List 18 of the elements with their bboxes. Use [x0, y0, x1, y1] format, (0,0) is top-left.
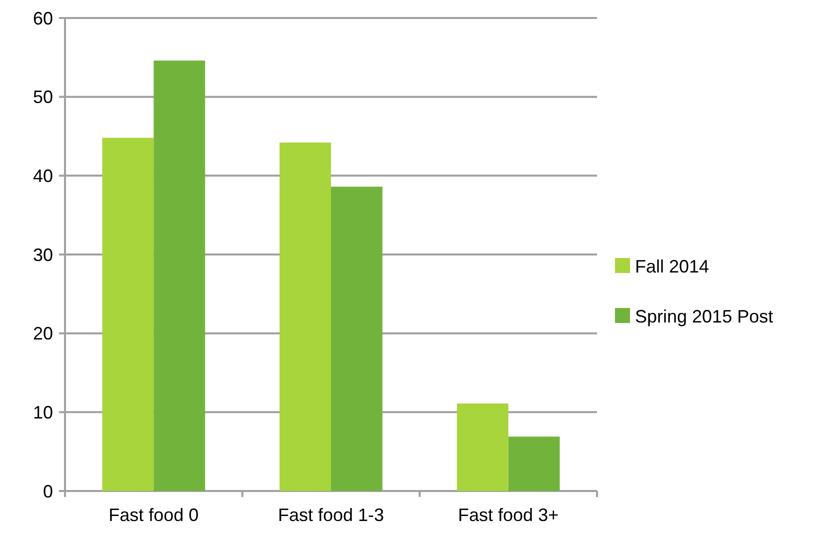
legend-label: Fall 2014 [635, 256, 710, 276]
y-tick-label: 40 [32, 166, 53, 186]
x-tick-label: Fast food 0 [108, 505, 199, 525]
y-tick-label: 60 [32, 8, 53, 28]
y-tick-label: 30 [32, 244, 53, 265]
bar [102, 138, 154, 491]
y-tick-label: 20 [32, 324, 53, 344]
bar [456, 403, 508, 491]
bar [331, 186, 382, 491]
x-tick-label: Fast food 1-3 [278, 505, 384, 525]
y-tick-label: 0 [42, 481, 53, 502]
x-tick-label: Fast food 3+ [458, 505, 559, 525]
bar [508, 436, 560, 491]
y-tick-label: 10 [32, 402, 53, 422]
bar [154, 60, 206, 491]
bar [280, 142, 331, 491]
legend-label: Spring 2015 Post [635, 306, 774, 326]
y-tick-label: 50 [32, 87, 53, 108]
